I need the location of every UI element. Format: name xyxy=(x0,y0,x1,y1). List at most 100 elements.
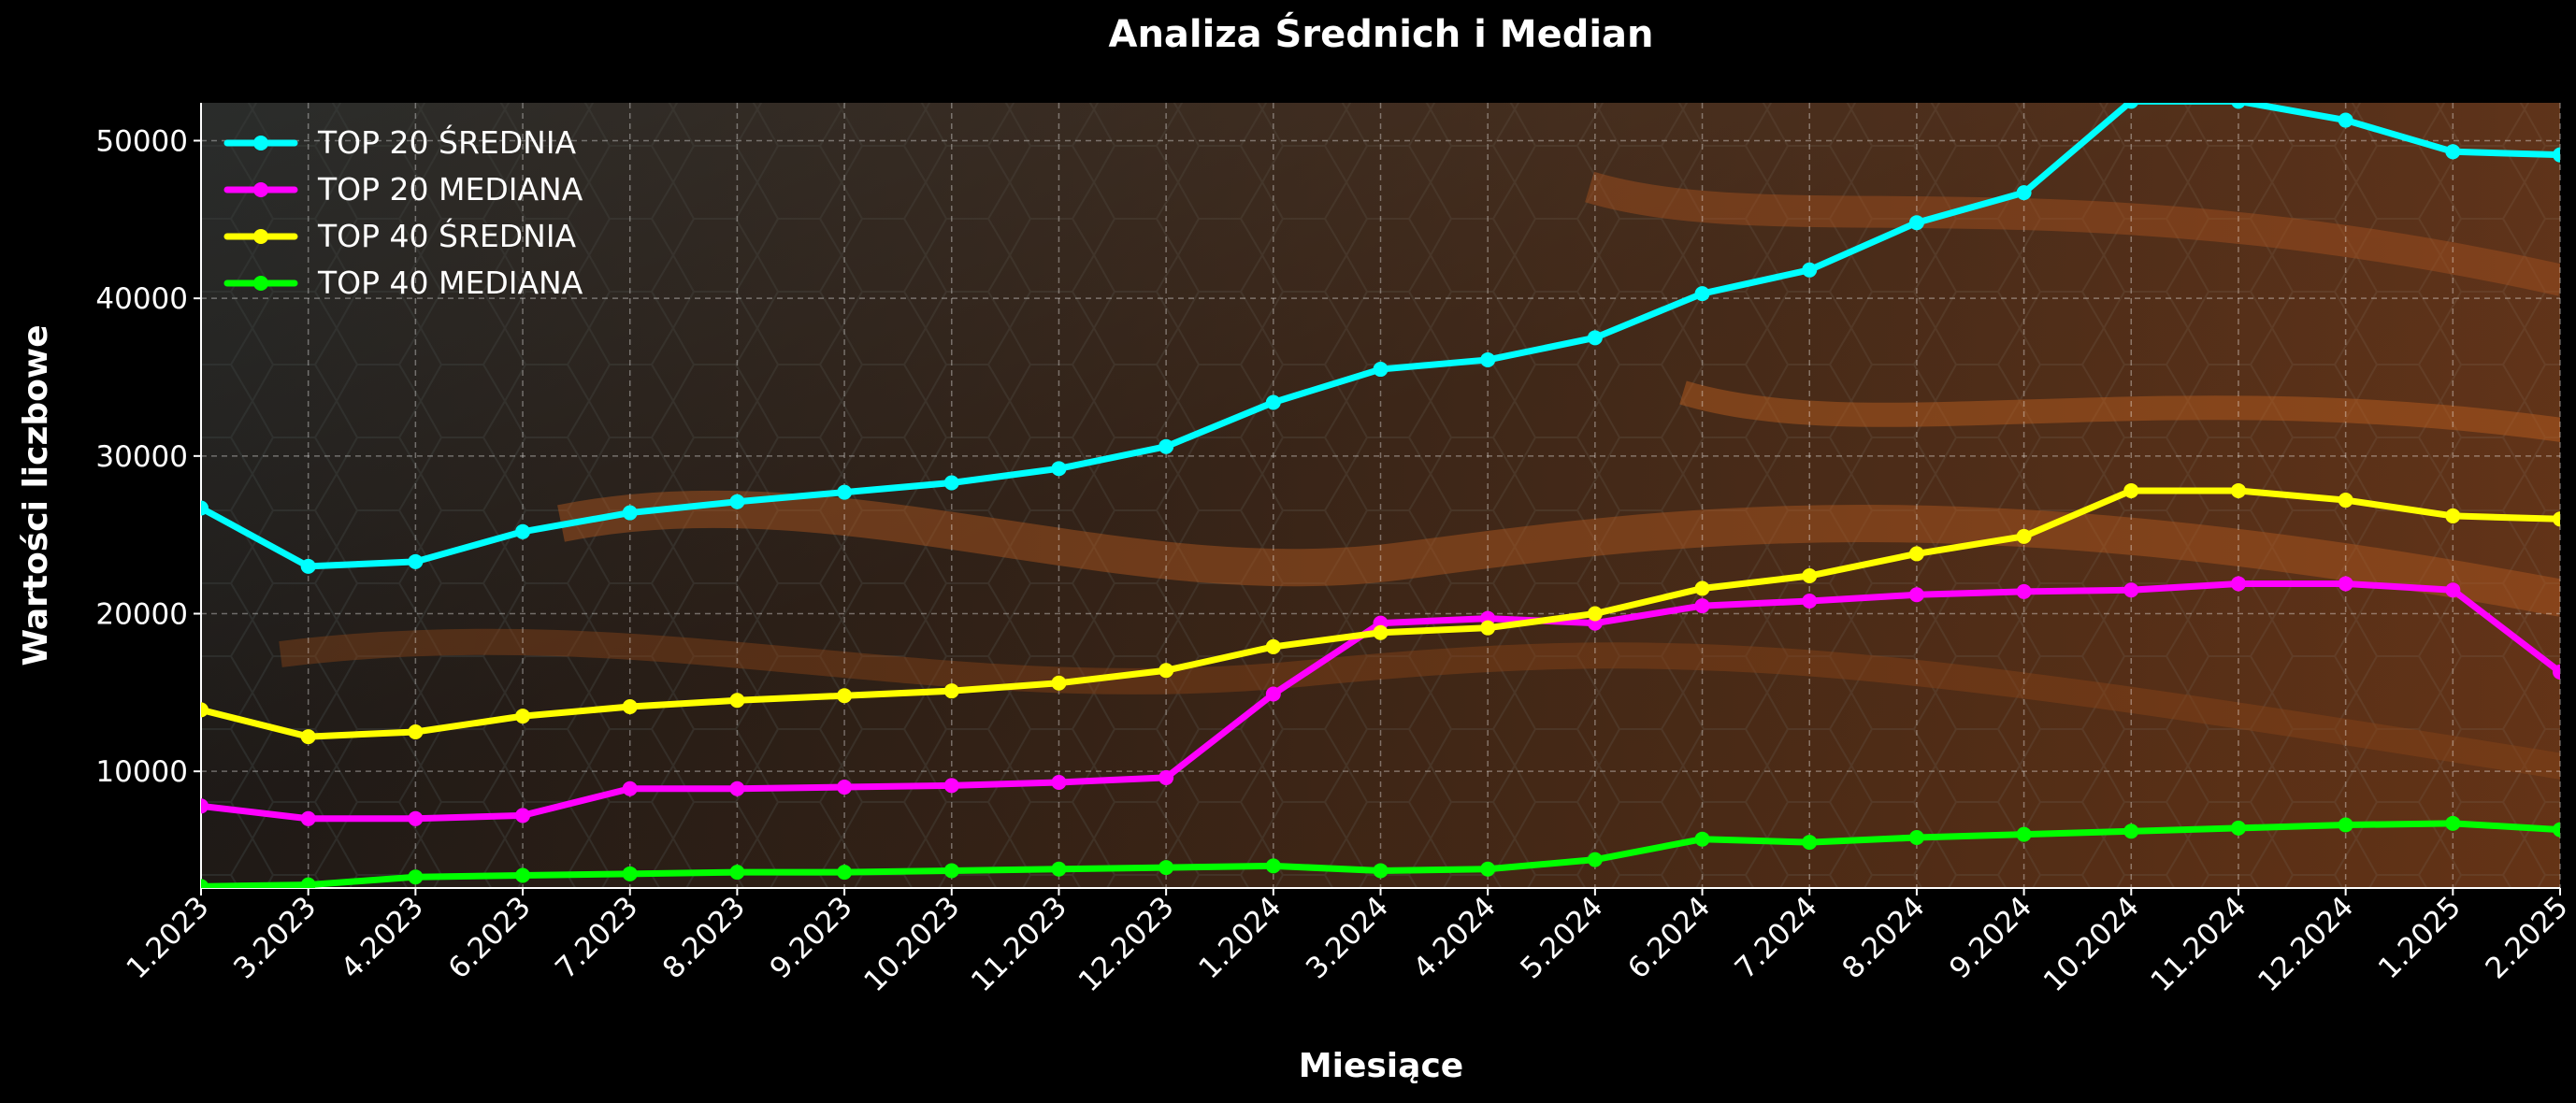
data-point xyxy=(729,781,745,796)
data-point xyxy=(300,810,316,826)
data-point xyxy=(1694,598,1710,614)
data-point xyxy=(1908,587,1924,603)
x-tick-label: 10.2024 xyxy=(2037,890,2146,998)
data-point xyxy=(201,702,209,718)
data-point xyxy=(2338,576,2353,592)
data-point xyxy=(943,778,959,794)
legend-swatch-marker xyxy=(253,276,268,291)
data-point xyxy=(2445,508,2461,523)
data-point xyxy=(1802,594,1818,609)
y-tick-label: 20000 xyxy=(95,598,188,632)
legend-swatch-marker xyxy=(253,229,268,244)
data-point xyxy=(1694,580,1710,596)
data-point xyxy=(622,866,638,881)
data-point xyxy=(1480,861,1496,877)
legend-item: TOP 20 MEDIANA xyxy=(223,171,583,208)
x-tick-label: 3.2024 xyxy=(1300,890,1395,985)
x-tick-label: 12.2023 xyxy=(1072,890,1181,998)
y-tick-label: 50000 xyxy=(95,124,188,158)
legend-swatch-marker xyxy=(253,136,268,150)
data-point xyxy=(2445,582,2461,598)
data-point xyxy=(2230,576,2246,592)
data-point xyxy=(943,863,959,879)
data-point xyxy=(2123,103,2139,109)
legend-swatch-marker xyxy=(253,182,268,197)
data-point xyxy=(2231,103,2246,109)
data-point xyxy=(1802,835,1818,851)
legend-label: TOP 40 MEDIANA xyxy=(317,265,583,301)
data-point xyxy=(1051,675,1067,691)
data-point xyxy=(1265,858,1281,874)
data-point xyxy=(300,729,316,745)
series-3 xyxy=(201,815,2560,888)
x-tick-label: 4.2023 xyxy=(335,890,430,985)
x-tick-label: 2.2025 xyxy=(2479,890,2574,985)
x-tick-label: 8.2024 xyxy=(1835,890,1931,985)
data-point xyxy=(622,781,638,796)
data-point xyxy=(2123,482,2139,498)
data-point xyxy=(2338,817,2353,833)
x-tick-label: 9.2024 xyxy=(1943,890,2038,985)
legend-label: TOP 20 ŚREDNIA xyxy=(317,123,577,161)
data-point xyxy=(837,484,853,500)
data-point xyxy=(1694,286,1710,302)
data-point xyxy=(1265,638,1281,654)
data-point xyxy=(1373,863,1389,879)
data-point xyxy=(515,523,531,539)
y-tick-label: 40000 xyxy=(95,282,188,316)
data-point xyxy=(1051,861,1067,877)
data-point xyxy=(1051,774,1067,790)
data-point xyxy=(837,865,853,881)
x-axis-ticks: 1.2023 3.2023 4.2023 6.2023 7.2023 8.2023 9.20… xyxy=(120,887,2575,998)
data-point xyxy=(2016,185,2032,201)
data-point xyxy=(1908,215,1924,231)
data-point xyxy=(1158,438,1174,454)
legend-label: TOP 40 ŚREDNIA xyxy=(317,217,577,254)
x-tick-label: 7.2023 xyxy=(549,890,644,985)
data-point xyxy=(2338,493,2353,509)
data-point xyxy=(515,709,531,724)
y-axis-label: Wartości liczbowe xyxy=(17,324,55,666)
x-axis-label: Miesiące xyxy=(1299,1047,1463,1085)
data-point xyxy=(1158,860,1174,876)
x-tick-label: 9.2023 xyxy=(764,890,859,985)
data-point xyxy=(729,865,745,881)
x-tick-label: 3.2023 xyxy=(227,890,323,985)
data-point xyxy=(2445,815,2461,831)
data-point xyxy=(408,553,424,569)
data-point xyxy=(2553,511,2560,527)
data-point xyxy=(2553,147,2560,163)
legend-label: TOP 20 MEDIANA xyxy=(317,171,583,208)
data-point xyxy=(2123,582,2139,598)
data-point xyxy=(515,867,531,883)
data-point xyxy=(622,505,638,521)
data-point xyxy=(2338,112,2353,128)
series-group xyxy=(201,103,2560,888)
data-point xyxy=(2123,824,2139,839)
data-point xyxy=(943,475,959,491)
data-point xyxy=(1158,663,1174,679)
data-point xyxy=(2016,528,2032,544)
data-point xyxy=(837,780,853,795)
x-tick-label: 1.2023 xyxy=(120,890,215,985)
x-tick-label: 4.2024 xyxy=(1407,890,1503,985)
data-point xyxy=(515,808,531,824)
x-tick-label: 7.2024 xyxy=(1729,890,1824,985)
data-point xyxy=(408,724,424,740)
x-tick-label: 6.2023 xyxy=(442,890,538,985)
data-point xyxy=(201,798,209,814)
data-point xyxy=(1908,546,1924,562)
x-tick-label: 12.2024 xyxy=(2252,890,2360,998)
data-point xyxy=(1480,620,1496,636)
x-tick-label: 5.2024 xyxy=(1514,890,1609,985)
data-point xyxy=(2230,482,2246,498)
data-point xyxy=(1587,606,1603,622)
series-0 xyxy=(201,103,2560,574)
data-point xyxy=(1802,568,1818,584)
legend-item: TOP 40 ŚREDNIA xyxy=(223,217,577,254)
y-tick-label: 10000 xyxy=(95,755,188,789)
data-point xyxy=(2230,820,2246,836)
data-point xyxy=(201,500,209,516)
data-point xyxy=(201,879,209,888)
